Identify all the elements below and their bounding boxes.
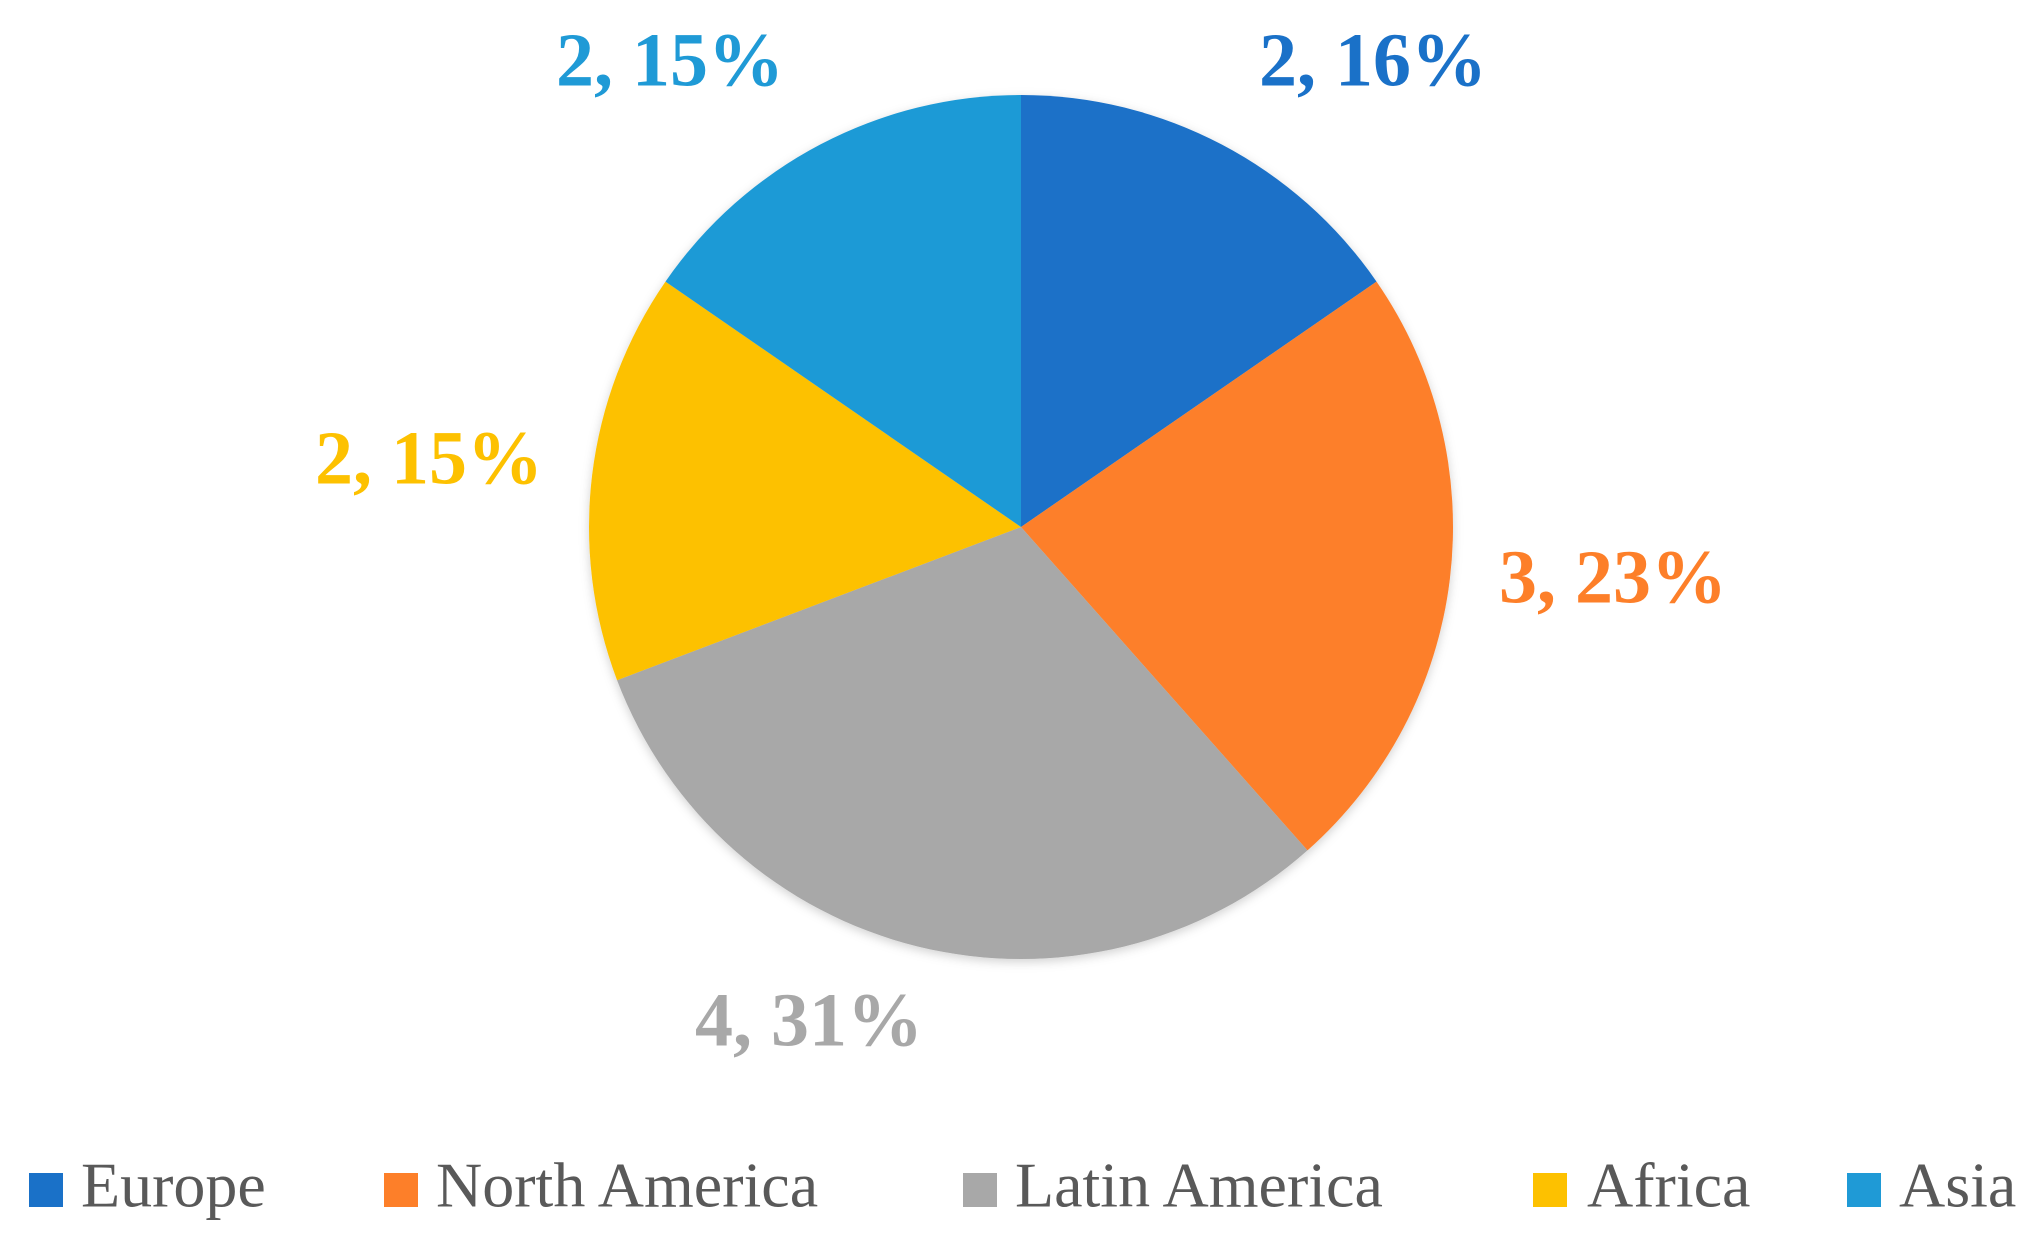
data-label: 2, 15% bbox=[556, 18, 784, 102]
pie-slice bbox=[617, 527, 1308, 959]
pie bbox=[589, 95, 1453, 959]
legend-label: Europe bbox=[81, 1150, 266, 1221]
legend-label: Africa bbox=[1587, 1150, 1750, 1221]
pie-slice bbox=[1021, 95, 1377, 527]
pie-slice bbox=[589, 281, 1021, 681]
legend-label: Latin America bbox=[1015, 1150, 1383, 1221]
legend-swatch bbox=[1847, 1173, 1881, 1207]
legend-swatch bbox=[384, 1173, 418, 1207]
data-label: 2, 15% bbox=[315, 416, 543, 500]
data-label: 4, 31% bbox=[695, 978, 923, 1062]
legend-swatch bbox=[963, 1173, 997, 1207]
legend-label: Asia bbox=[1899, 1150, 2016, 1221]
legend-swatch bbox=[29, 1173, 63, 1207]
pie-slice bbox=[665, 95, 1021, 527]
legend-swatch bbox=[1533, 1173, 1567, 1207]
pie-slice bbox=[1021, 281, 1453, 851]
data-label: 2, 16% bbox=[1259, 18, 1487, 102]
data-label: 3, 23% bbox=[1499, 535, 1727, 619]
legend-label: North America bbox=[436, 1150, 818, 1221]
